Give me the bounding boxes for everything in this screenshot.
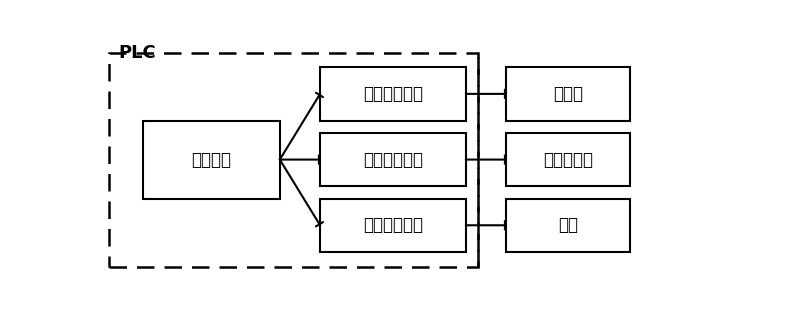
Text: 流量变送器: 流量变送器 xyxy=(543,151,593,168)
Text: 变频控制模块: 变频控制模块 xyxy=(363,85,423,103)
Text: PLC: PLC xyxy=(118,44,156,62)
Text: 计时模块: 计时模块 xyxy=(192,151,232,168)
Bar xyxy=(320,133,466,186)
Text: 水量调节模块: 水量调节模块 xyxy=(363,216,423,234)
Bar xyxy=(506,67,630,121)
Bar xyxy=(110,52,478,267)
Bar xyxy=(320,67,466,121)
Bar xyxy=(506,133,630,186)
Text: 鼓风机: 鼓风机 xyxy=(553,85,583,103)
Text: 水泵: 水泵 xyxy=(558,216,578,234)
Bar xyxy=(143,121,280,198)
Bar xyxy=(506,198,630,252)
Bar xyxy=(320,198,466,252)
Text: 风量调节模块: 风量调节模块 xyxy=(363,151,423,168)
